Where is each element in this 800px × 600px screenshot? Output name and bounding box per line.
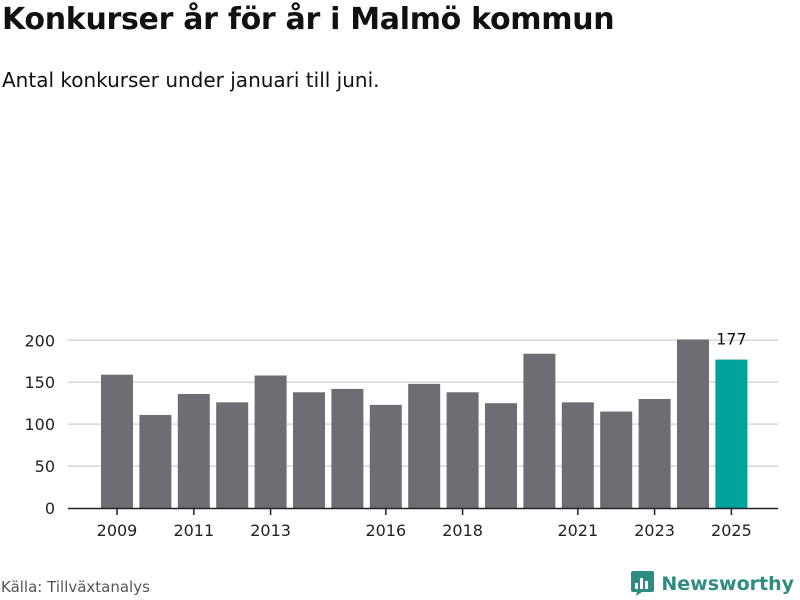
x-tick-label: 2025 <box>711 521 752 540</box>
x-axis <box>68 507 778 515</box>
brand-name: Newsworthy <box>661 572 794 595</box>
newsworthy-chart-icon <box>631 571 655 596</box>
bar-2019 <box>485 403 517 508</box>
bar-2011 <box>177 393 210 508</box>
bar-2010 <box>139 414 172 508</box>
chart-subtitle: Antal konkurser under januari till juni. <box>2 68 380 92</box>
brand-logo: Newsworthy <box>630 570 794 597</box>
bar-2023 <box>638 398 671 508</box>
bar-2013 <box>254 375 287 508</box>
x-tick-label: 2016 <box>365 521 406 540</box>
chart-title: Konkurser år för år i Malmö kommun <box>2 2 615 37</box>
y-tick-label: 100 <box>24 415 55 434</box>
bars <box>101 339 748 508</box>
x-axis-tick-labels: 2009 2011 2013 2016 2018 2021 2023 2025 <box>97 521 752 540</box>
bar-2025 <box>715 359 748 508</box>
bar-2015 <box>331 388 364 508</box>
bar-2020 <box>523 353 556 508</box>
x-tick-label: 2021 <box>557 521 598 540</box>
x-tick-label: 2023 <box>634 521 675 540</box>
bar-2012 <box>216 402 249 508</box>
x-tick-label: 2011 <box>173 521 214 540</box>
bar-2016 <box>369 404 402 508</box>
x-tick-label: 2018 <box>442 521 483 540</box>
x-tick-label: 2009 <box>97 521 138 540</box>
data-labels: 177 <box>716 330 747 349</box>
bar-2022 <box>600 411 633 508</box>
x-tick-label: 2013 <box>250 521 291 540</box>
y-tick-label: 0 <box>45 499 55 518</box>
y-tick-label: 150 <box>24 373 55 392</box>
bar-2018 <box>446 392 479 508</box>
bar-2021 <box>561 402 594 508</box>
source-note: Källa: Tillväxtanalys <box>1 578 150 596</box>
bar-chart: 0 50 100 150 200 2009 2011 2013 2016 2018 2021 202… <box>24 330 778 540</box>
data-label-2025: 177 <box>716 330 747 349</box>
y-axis-tick-labels: 0 50 100 150 200 <box>24 331 55 518</box>
y-tick-label: 200 <box>24 331 55 350</box>
bar-2017 <box>408 383 441 508</box>
bar-2014 <box>293 392 325 508</box>
bar-2009 <box>101 374 133 508</box>
bar-2024 <box>677 339 709 508</box>
y-tick-label: 50 <box>35 457 55 476</box>
